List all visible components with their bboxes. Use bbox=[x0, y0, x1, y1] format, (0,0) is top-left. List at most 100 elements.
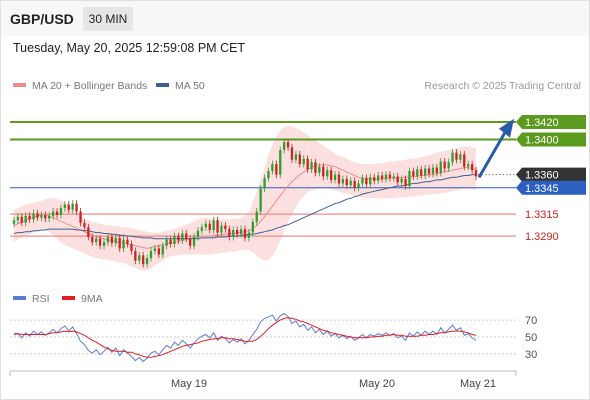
candle-body bbox=[326, 170, 329, 177]
candle bbox=[95, 235, 98, 246]
candle-body bbox=[353, 180, 356, 188]
candle-body bbox=[157, 248, 160, 255]
candle bbox=[298, 150, 301, 168]
candle bbox=[75, 200, 78, 216]
candle-body bbox=[365, 178, 368, 185]
candle-body bbox=[44, 215, 47, 219]
candle bbox=[118, 234, 121, 252]
price-tag-label: 1.3290 bbox=[525, 231, 559, 243]
candle bbox=[59, 204, 63, 219]
candle bbox=[169, 236, 172, 248]
candle bbox=[40, 211, 43, 222]
candle-body bbox=[400, 179, 403, 183]
candle bbox=[333, 171, 337, 184]
candle bbox=[67, 200, 70, 214]
candle-body bbox=[451, 152, 454, 163]
candle-body bbox=[412, 171, 415, 177]
candle bbox=[322, 163, 325, 180]
candle bbox=[357, 179, 360, 192]
candle-body bbox=[463, 154, 466, 167]
candle-body bbox=[286, 142, 290, 148]
candle bbox=[263, 174, 266, 193]
legend-ma20-swatch bbox=[13, 83, 26, 88]
candle-body bbox=[404, 179, 407, 186]
candle-body bbox=[110, 237, 113, 244]
candle-body bbox=[181, 233, 184, 241]
candle-body bbox=[32, 213, 35, 220]
candle-body bbox=[55, 211, 59, 215]
candle bbox=[275, 160, 278, 179]
candle-body bbox=[373, 177, 376, 181]
candle-body bbox=[48, 215, 51, 219]
candle bbox=[51, 208, 55, 220]
price-tag-bg bbox=[516, 167, 586, 182]
candle-body bbox=[380, 175, 384, 179]
candle bbox=[32, 209, 35, 223]
candle bbox=[467, 160, 470, 171]
candle-body bbox=[283, 142, 286, 150]
candle-body bbox=[337, 174, 341, 184]
candle-body bbox=[24, 215, 27, 223]
candle-body bbox=[396, 176, 399, 183]
candle bbox=[87, 223, 90, 241]
candle-body bbox=[455, 152, 458, 160]
timeframe-badge[interactable]: 30 MIN bbox=[83, 7, 133, 31]
candle bbox=[91, 233, 94, 246]
candle bbox=[306, 155, 309, 173]
research-credit: Research © 2025 Trading Central bbox=[424, 80, 581, 92]
candle bbox=[177, 232, 180, 244]
candle-body bbox=[185, 233, 188, 239]
candle bbox=[369, 173, 372, 188]
candle bbox=[420, 165, 423, 180]
candle-body bbox=[118, 237, 121, 249]
candle-body bbox=[169, 239, 172, 244]
candle bbox=[431, 164, 435, 178]
candle-body bbox=[459, 154, 462, 160]
candle bbox=[286, 138, 290, 151]
candle bbox=[185, 229, 188, 243]
candle-body bbox=[471, 164, 474, 171]
candle-body bbox=[149, 251, 153, 258]
candle-body bbox=[349, 180, 352, 186]
candle bbox=[251, 218, 254, 237]
candle bbox=[114, 234, 117, 247]
candle-body bbox=[330, 170, 333, 180]
candle bbox=[373, 173, 376, 185]
candle bbox=[55, 208, 59, 219]
price-levels bbox=[10, 120, 516, 237]
candle-body bbox=[420, 169, 423, 176]
candle bbox=[181, 229, 184, 244]
legend-ma50: MA 50 bbox=[156, 80, 205, 92]
candle bbox=[471, 160, 474, 174]
candle-body bbox=[177, 236, 180, 241]
candle bbox=[345, 175, 348, 189]
candle bbox=[102, 238, 106, 250]
candle bbox=[220, 222, 223, 237]
candle-body bbox=[314, 162, 317, 173]
candle bbox=[302, 155, 305, 168]
x-tick-label: May 20 bbox=[359, 378, 395, 390]
candle bbox=[353, 177, 356, 192]
candle-body bbox=[212, 220, 215, 230]
candle-body bbox=[474, 170, 478, 177]
candle-body bbox=[59, 208, 63, 215]
candle-body bbox=[200, 227, 203, 231]
candle-body bbox=[294, 154, 297, 160]
candle bbox=[189, 235, 192, 250]
candle bbox=[200, 223, 203, 235]
rsi-line bbox=[13, 312, 477, 363]
candle-body bbox=[377, 175, 380, 181]
candle-body bbox=[424, 168, 427, 176]
candle-body bbox=[243, 229, 247, 238]
symbol-title: GBP/USD bbox=[10, 11, 74, 27]
candle-body bbox=[388, 174, 391, 179]
candles bbox=[12, 138, 478, 268]
candle bbox=[404, 175, 407, 190]
candle-body bbox=[126, 239, 129, 244]
candle-body bbox=[298, 154, 301, 165]
candle-body bbox=[267, 171, 270, 179]
price-tag-label: 1.3315 bbox=[525, 209, 559, 221]
candle-body bbox=[247, 232, 250, 238]
